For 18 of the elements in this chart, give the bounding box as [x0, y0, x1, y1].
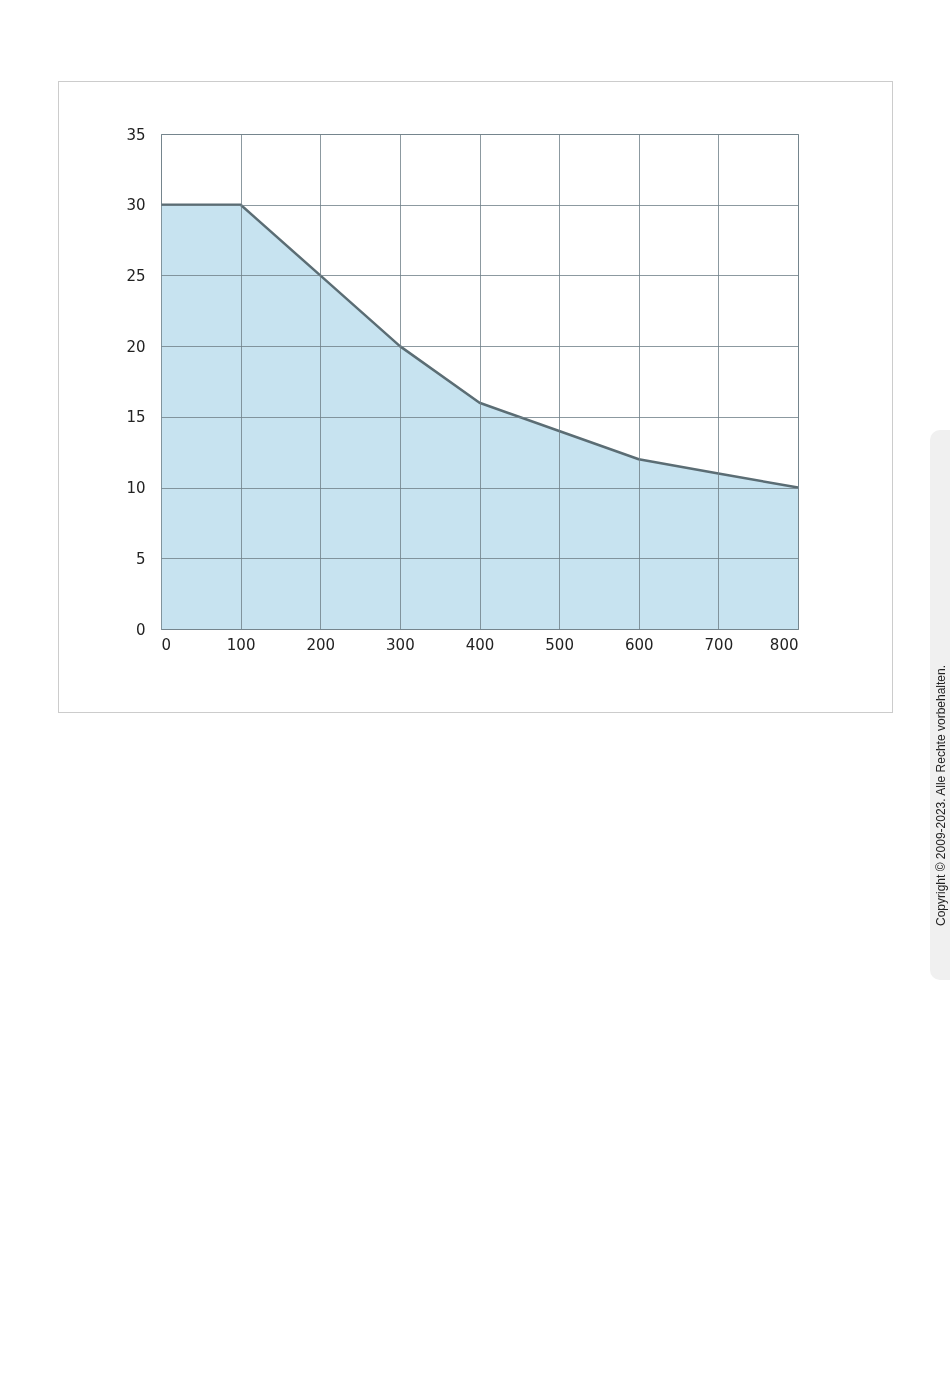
y-tick-label: 35 — [126, 125, 146, 144]
x-tick-label: 100 — [226, 635, 256, 654]
y-tick-label: 25 — [126, 266, 146, 285]
x-tick-label: 800 — [769, 635, 799, 654]
text: Copyright © 2009-2023. Alle Rechte vorbehalten. — [934, 664, 948, 926]
y-tick-label: 10 — [126, 479, 146, 498]
x-tick-label: 200 — [306, 635, 336, 654]
x-tick-label: 500 — [545, 635, 574, 654]
y-tick-label: 15 — [126, 408, 146, 427]
x-tick-label: 400 — [465, 635, 495, 654]
y-tick-label: 5 — [135, 549, 146, 568]
y-tick-label: 30 — [126, 196, 146, 215]
x-tick-label: 700 — [704, 635, 734, 654]
y-tick-label: 0 — [135, 620, 146, 639]
x-tick-label: 300 — [386, 635, 415, 654]
x-tick-label: 0 — [161, 635, 172, 654]
y-tick-label: 20 — [126, 337, 146, 356]
x-tick-label: 600 — [624, 635, 654, 654]
